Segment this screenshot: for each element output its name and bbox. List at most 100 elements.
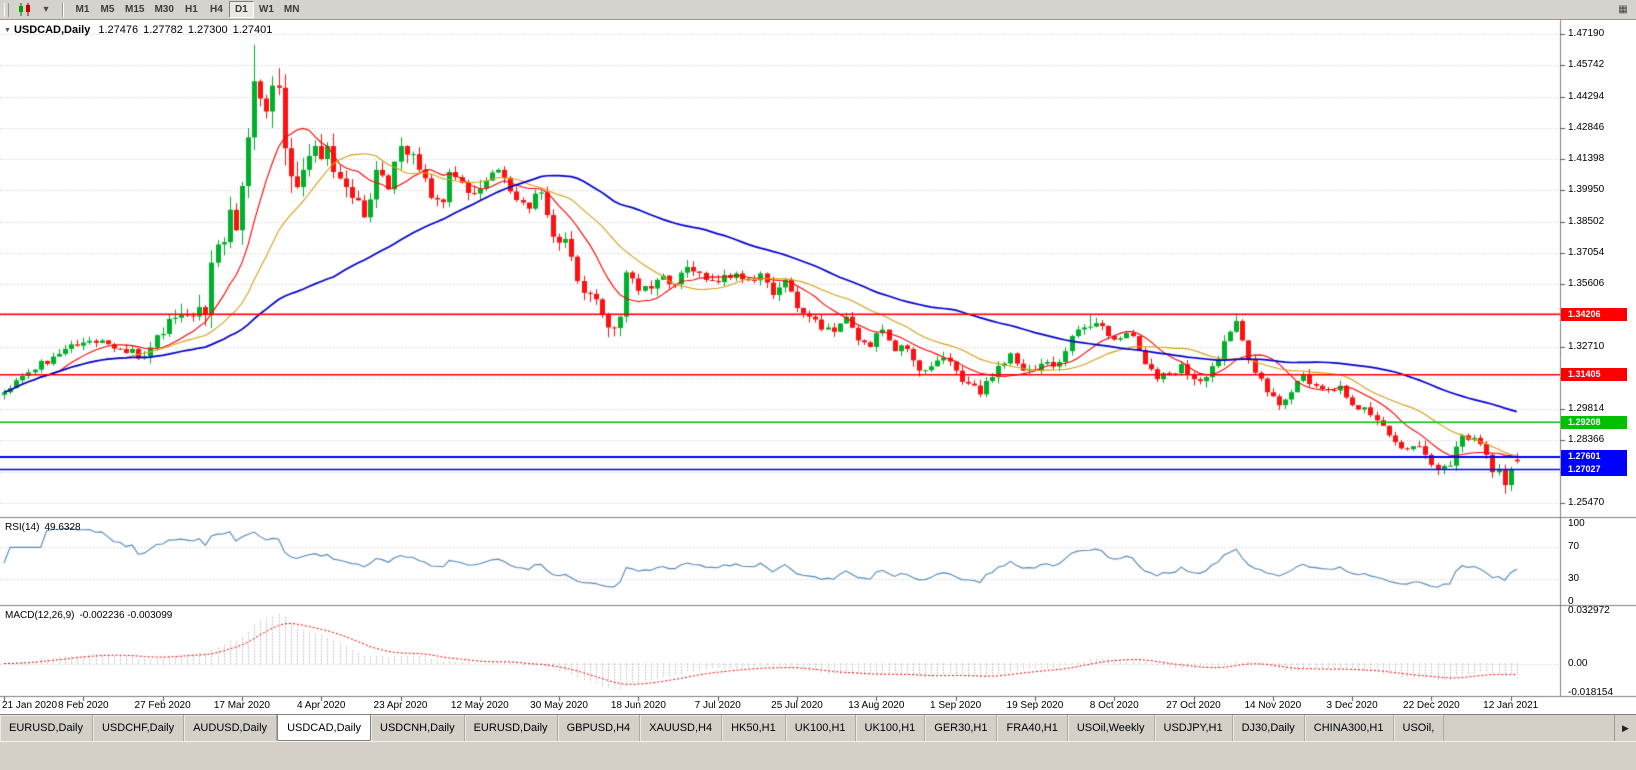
price-tick-label: 1.47190 — [1568, 27, 1605, 39]
date-label: 27 Feb 2020 — [134, 700, 191, 711]
price-tick-label: 1.42846 — [1568, 121, 1605, 133]
date-label: 25 Jul 2020 — [771, 700, 823, 711]
timeframe-button-m30[interactable]: M30 — [149, 1, 178, 18]
date-label: 8 Oct 2020 — [1089, 700, 1139, 711]
ohlc-high: 1.27782 — [143, 24, 183, 36]
chart-tab-china300-h1[interactable]: CHINA300,H1 — [1305, 715, 1394, 741]
macd-tick-label: 0.032972 — [1568, 604, 1610, 616]
toolbar-grip[interactable] — [4, 2, 9, 17]
price-tag-1-27601: 1.27601 — [1561, 450, 1627, 464]
date-label: 22 Dec 2020 — [1403, 700, 1460, 711]
price-tick-label: 1.38502 — [1568, 215, 1605, 227]
date-label: 13 Aug 2020 — [848, 700, 905, 711]
timeframe-button-m5[interactable]: M5 — [95, 1, 120, 18]
toolbar-more-button[interactable]: ▦ — [1614, 1, 1632, 18]
rsi-tick-label: 30 — [1568, 572, 1580, 584]
chart-tab-ger30-h1[interactable]: GER30,H1 — [925, 715, 998, 741]
ohlc-open: 1.27476 — [98, 24, 139, 36]
timeframe-button-h1[interactable]: H1 — [179, 1, 204, 18]
date-label: 3 Dec 2020 — [1326, 700, 1378, 711]
date-label: 18 Jun 2020 — [610, 700, 666, 711]
chart-tab-hk50-h1[interactable]: HK50,H1 — [722, 715, 786, 741]
price-tick-label: 1.45742 — [1568, 59, 1605, 71]
symbol-label: USDCAD,Daily — [13, 24, 91, 36]
date-label: 27 Oct 2020 — [1166, 700, 1221, 711]
candlestick-chart-icon — [19, 3, 30, 16]
date-label: 12 May 2020 — [450, 700, 509, 711]
chart-tab-usoil[interactable]: USOil, — [1394, 715, 1445, 741]
toolbar: ▾ M1 M5 M15 M30 H1 H4 D1 W1 MN ▦ — [0, 0, 1636, 20]
price-chart-canvas[interactable] — [0, 20, 1636, 714]
ohlc-low: 1.27300 — [187, 24, 228, 36]
chart-tab-usoil-weekly[interactable]: USOil,Weekly — [1068, 715, 1155, 741]
timeframe-group: M1 M5 M15 M30 H1 H4 D1 W1 MN — [70, 1, 304, 18]
price-tick-label: 1.28366 — [1568, 434, 1605, 446]
price-tick-label: 1.41398 — [1568, 153, 1605, 165]
chart-tab-audusd-daily[interactable]: AUDUSD,Daily — [184, 715, 278, 741]
date-label: 30 May 2020 — [530, 700, 589, 711]
price-tag-1-29208: 1.29208 — [1561, 415, 1627, 429]
rsi-tick-label: 100 — [1568, 518, 1585, 529]
chart-tab-eurusd-daily[interactable]: EURUSD,Daily — [0, 715, 93, 741]
macd-values: -0.002236 -0.003099 — [79, 610, 173, 621]
price-tick-label: 1.29814 — [1568, 403, 1605, 415]
rsi-tick-label: 0 — [1568, 596, 1574, 607]
price-tick-label: 1.44294 — [1568, 90, 1605, 102]
date-label: 21 Jan 2020 — [2, 700, 58, 711]
chart-tab-usdcad-daily[interactable]: USDCAD,Daily — [277, 715, 372, 741]
chart-tab-usdchf-daily[interactable]: USDCHF,Daily — [93, 715, 185, 741]
date-label: 7 Jul 2020 — [694, 700, 741, 711]
chart-tab-usdcnh-daily[interactable]: USDCNH,Daily — [371, 715, 465, 741]
date-label: 4 Apr 2020 — [297, 700, 346, 711]
date-label: 23 Apr 2020 — [373, 700, 428, 711]
window-bottom-strip — [0, 741, 1636, 770]
macd-name: MACD(12,26,9) — [5, 610, 75, 621]
chart-type-dropdown[interactable]: ▾ — [37, 1, 55, 18]
price-tick-label: 1.32710 — [1568, 340, 1605, 352]
toolbar-separator — [62, 2, 63, 17]
price-tick-label: 1.37054 — [1568, 246, 1605, 258]
macd-tick-label: -0.018154 — [1568, 686, 1614, 698]
rsi-tick-label: 70 — [1568, 541, 1580, 553]
price-tick-label: 1.39950 — [1568, 184, 1605, 196]
chart-tab-uk100-h1[interactable]: UK100,H1 — [856, 715, 926, 741]
rsi-name: RSI(14) — [5, 522, 40, 533]
macd-label: MACD(12,26,9) -0.002236 -0.003099 — [5, 610, 172, 621]
chart-tab-dj30-daily[interactable]: DJ30,Daily — [1233, 715, 1305, 741]
collapse-arrow-icon: ▼ — [4, 27, 11, 34]
timeframe-button-m1[interactable]: M1 — [70, 1, 95, 18]
date-label: 8 Feb 2020 — [57, 700, 109, 711]
price-tag-1-27027: 1.27027 — [1561, 462, 1627, 476]
price-tag-1-31405: 1.31405 — [1561, 368, 1627, 382]
timeframe-button-mn[interactable]: MN — [279, 1, 305, 18]
chart-tab-uk100-h1[interactable]: UK100,H1 — [786, 715, 856, 741]
chart-tab-xauusd-h4[interactable]: XAUUSD,H4 — [640, 715, 723, 741]
chart-tab-eurusd-daily[interactable]: EURUSD,Daily — [465, 715, 558, 741]
price-tick-label: 1.25470 — [1568, 497, 1605, 508]
chart-tab-usdjpy-h1[interactable]: USDJPY,H1 — [1155, 715, 1233, 741]
price-tick-label: 1.35606 — [1568, 278, 1605, 290]
chart-panel: ▼ USDCAD,Daily 1.27476 1.27782 1.27300 1.2740… — [0, 20, 1636, 714]
timeframe-button-d1[interactable]: D1 — [228, 1, 254, 18]
rsi-value: 49.6328 — [44, 522, 81, 533]
chart-tab-bar: EURUSD,Daily USDCHF,Daily AUDUSD,Daily USDC… — [0, 714, 1636, 741]
chart-title: ▼ USDCAD,Daily 1.27476 1.27782 1.27300 1.2740… — [4, 24, 277, 36]
candlestick-chart-button[interactable] — [15, 1, 35, 18]
date-label: 14 Nov 2020 — [1244, 700, 1302, 711]
tab-scroll-right-button[interactable]: ▶ — [1614, 715, 1636, 741]
chart-tab-fra40-h1[interactable]: FRA40,H1 — [997, 715, 1068, 741]
ohlc-close: 1.27401 — [232, 24, 273, 36]
date-label: 1 Sep 2020 — [930, 700, 982, 711]
rsi-label: RSI(14) 49.6328 — [5, 522, 81, 533]
timeframe-button-m15[interactable]: M15 — [120, 1, 149, 18]
date-label: 12 Jan 2021 — [1483, 700, 1539, 711]
chart-tab-gbpusd-h4[interactable]: GBPUSD,H4 — [558, 715, 641, 741]
price-tag-1-34206: 1.34206 — [1561, 307, 1627, 321]
date-label: 19 Sep 2020 — [1006, 700, 1064, 711]
timeframe-button-w1[interactable]: W1 — [254, 1, 279, 18]
timeframe-button-h4[interactable]: H4 — [204, 1, 229, 18]
date-label: 17 Mar 2020 — [213, 700, 270, 711]
chart-tabs: EURUSD,Daily USDCHF,Daily AUDUSD,Daily USDC… — [0, 715, 1614, 741]
macd-tick-label: 0.00 — [1568, 657, 1588, 669]
